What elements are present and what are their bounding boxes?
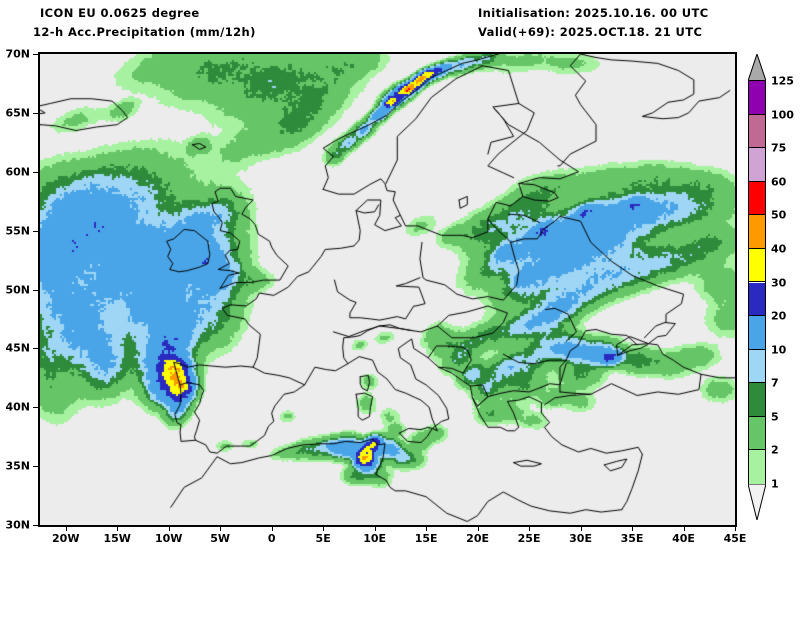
x-tick-label-20e: 20E xyxy=(466,532,489,545)
colorbar-tick-75: 75 xyxy=(771,141,787,155)
colorbar-tick-100: 100 xyxy=(771,108,794,122)
precipitation-heatmap xyxy=(40,54,735,525)
y-tick-label-35n: 35N xyxy=(5,459,30,473)
y-tick-label-50n: 50N xyxy=(5,283,30,296)
colorbar-tick-7: 7 xyxy=(771,376,779,390)
colorbar-tick-1: 1 xyxy=(771,477,779,491)
colorbar-tick-10: 10 xyxy=(771,343,787,357)
colorbar-under-arrow xyxy=(748,484,766,520)
x-tick-label-5w: 5W xyxy=(210,532,231,545)
x-tick-label-15e: 15E xyxy=(414,532,438,545)
x-tick-label-20w: 20W xyxy=(52,532,80,545)
colorbar-segment-100-125 xyxy=(749,81,765,115)
x-tick-label-40e: 40E xyxy=(672,532,695,545)
colorbar-segment-2-5 xyxy=(749,416,765,451)
colorbar-segment-7-10 xyxy=(749,349,765,384)
colorbar-tick-125: 125 xyxy=(771,74,794,88)
colorbar-segment-50-60 xyxy=(749,181,765,216)
x-tick-mark xyxy=(683,526,685,531)
y-tick-mark xyxy=(33,171,38,173)
x-tick-mark xyxy=(117,526,119,531)
colorbar-segment-60-75 xyxy=(749,148,765,182)
x-tick-mark xyxy=(220,526,222,531)
colorbar-tick-60: 60 xyxy=(771,175,787,189)
field-name-label: 12-h Acc.Precipitation (mm/12h) xyxy=(33,25,256,39)
x-tick-label-25e: 25E xyxy=(517,532,541,545)
colorbar-tick-30: 30 xyxy=(771,276,787,289)
y-tick-label-30n: 30N xyxy=(5,518,30,532)
y-tick-mark xyxy=(33,466,38,468)
colorbar-tick-50: 50 xyxy=(771,208,787,222)
colorbar-tick-40: 40 xyxy=(771,242,787,256)
map-plot-area xyxy=(38,52,737,527)
y-tick-label-45n: 45N xyxy=(5,341,30,355)
colorbar-segment-30-40 xyxy=(749,248,765,283)
x-tick-mark xyxy=(271,526,273,531)
x-tick-mark xyxy=(168,526,170,531)
colorbar-tick-20: 20 xyxy=(771,309,787,323)
colorbar xyxy=(748,80,766,485)
colorbar-segment-20-30 xyxy=(749,282,765,317)
x-tick-label-5e: 5E xyxy=(315,532,331,545)
x-tick-mark xyxy=(426,526,428,531)
colorbar-tick-5: 5 xyxy=(771,410,779,424)
y-tick-label-55n: 55N xyxy=(5,224,30,238)
x-tick-mark xyxy=(632,526,634,531)
y-tick-mark xyxy=(33,525,38,526)
y-tick-label-65n: 65N xyxy=(5,106,30,120)
model-name-label: ICON EU 0.0625 degree xyxy=(40,6,200,20)
y-tick-mark xyxy=(33,348,38,350)
colorbar-tick-2: 2 xyxy=(771,443,779,457)
colorbar-segment-10-20 xyxy=(749,316,765,350)
x-tick-mark xyxy=(374,526,376,531)
x-tick-label-45e: 45E xyxy=(723,532,747,545)
y-tick-label-40n: 40N xyxy=(5,400,30,414)
y-tick-label-70n: 70N xyxy=(5,47,30,61)
valid-time-label: Valid(+69): 2025.OCT.18. 21 UTC xyxy=(478,25,703,39)
y-tick-mark xyxy=(33,54,38,55)
x-tick-mark xyxy=(323,526,325,531)
x-tick-label-10w: 10W xyxy=(154,532,183,545)
x-tick-label-0: 0 xyxy=(267,532,276,545)
y-tick-label-60n: 60N xyxy=(5,165,30,179)
colorbar-segment-40-50 xyxy=(749,215,765,249)
x-tick-mark xyxy=(477,526,479,531)
colorbar-segment-1-2 xyxy=(749,450,765,484)
y-tick-mark xyxy=(33,407,38,409)
initialisation-label: Initialisation: 2025.10.16. 00 UTC xyxy=(478,6,709,20)
x-tick-label-15w: 15W xyxy=(103,532,131,545)
y-tick-mark xyxy=(33,289,38,291)
colorbar-segment-5-7 xyxy=(749,383,765,417)
header: ICON EU 0.0625 degree 12-h Acc.Precipita… xyxy=(0,0,800,50)
x-tick-mark xyxy=(65,526,67,531)
x-tick-label-10e: 10E xyxy=(363,532,387,545)
x-tick-label-30e: 30E xyxy=(569,532,592,545)
y-tick-mark xyxy=(33,112,38,114)
x-tick-label-35e: 35E xyxy=(620,532,644,545)
x-tick-mark xyxy=(529,526,531,531)
y-tick-mark xyxy=(33,230,38,232)
colorbar-over-arrow xyxy=(748,54,766,81)
colorbar-segment-75-100 xyxy=(749,114,765,149)
x-tick-mark xyxy=(580,526,582,531)
x-tick-mark xyxy=(735,526,736,531)
